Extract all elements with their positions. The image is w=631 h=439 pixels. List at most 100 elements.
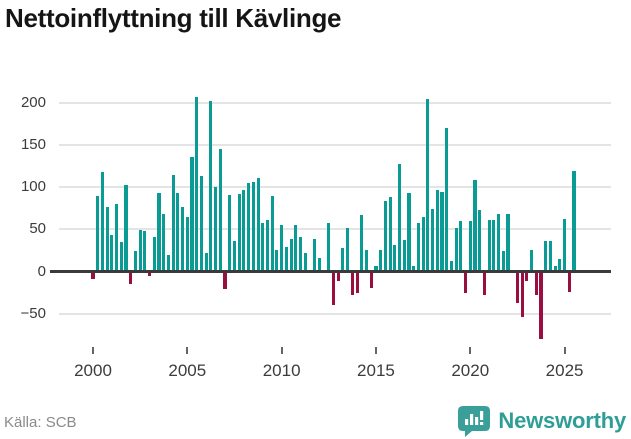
bar-2012-q3 xyxy=(327,223,331,272)
bar-2001-q1 xyxy=(110,235,114,272)
bar-2019-q3 xyxy=(459,220,463,272)
bar-2020-q1 xyxy=(468,220,472,272)
gridline-150 xyxy=(59,143,611,146)
bar-2006-q1 xyxy=(204,252,208,272)
bar-2006-q2 xyxy=(209,101,213,272)
y-axis-label--50: −50 xyxy=(20,304,46,322)
bar-2020-q4 xyxy=(482,273,486,295)
bar-2005-q2 xyxy=(190,156,194,272)
bar-2017-q4 xyxy=(426,99,430,272)
bar-2008-q4 xyxy=(256,177,260,272)
bar-2009-q4 xyxy=(275,249,279,272)
bar-2011-q2 xyxy=(303,252,307,272)
bar-2015-q4 xyxy=(388,197,392,272)
y-axis-label-200: 200 xyxy=(20,93,46,111)
y-axis-label-50: 50 xyxy=(29,220,46,238)
bar-2002-q4 xyxy=(143,230,147,272)
newsworthy-chart-bubble-icon xyxy=(457,404,491,438)
bar-2004-q4 xyxy=(181,207,185,272)
bar-2021-q2 xyxy=(492,220,496,272)
bar-2017-q1 xyxy=(412,266,416,272)
bar-2010-q3 xyxy=(289,238,293,272)
bar-2024-q1 xyxy=(544,241,548,272)
bar-2005-q4 xyxy=(199,176,203,272)
bar-2013-q3 xyxy=(346,227,350,272)
bar-2025-q1 xyxy=(563,219,567,272)
y-axis-label-100: 100 xyxy=(20,178,46,196)
bar-2005-q1 xyxy=(185,216,189,272)
bar-2024-q2 xyxy=(548,241,552,272)
y-axis-label-0: 0 xyxy=(37,262,46,280)
newsworthy-wordmark: Newsworthy xyxy=(498,408,626,433)
bar-2018-q1 xyxy=(431,209,435,272)
bar-2003-q1 xyxy=(148,273,152,276)
x-tick-2000 xyxy=(92,347,94,354)
bar-2019-q1 xyxy=(449,261,453,272)
bar-2007-q1 xyxy=(223,273,227,290)
bar-2000-q2 xyxy=(96,195,100,272)
bar-2001-q2 xyxy=(115,203,119,272)
bar-2006-q3 xyxy=(214,187,218,272)
bar-2012-q1 xyxy=(317,257,321,272)
bar-2021-q1 xyxy=(487,220,491,272)
bar-2001-q4 xyxy=(124,185,128,272)
bar-2009-q3 xyxy=(270,196,274,272)
bar-2023-q1 xyxy=(525,273,529,282)
bar-2014-q1 xyxy=(355,273,359,294)
bar-2015-q1 xyxy=(374,265,378,272)
bar-2010-q2 xyxy=(284,247,288,272)
bar-2017-q2 xyxy=(416,222,420,272)
gridline--50 xyxy=(59,312,611,315)
bar-2006-q4 xyxy=(218,149,222,272)
x-axis-label-2005: 2005 xyxy=(168,361,207,380)
bar-2000-q4 xyxy=(105,206,109,272)
newsworthy-logo[interactable]: Newsworthy xyxy=(457,404,626,438)
x-tick-2025 xyxy=(563,347,566,354)
bar-2003-q4 xyxy=(162,214,166,272)
bar-2016-q3 xyxy=(402,240,406,272)
x-tick-2005 xyxy=(186,347,189,354)
x-tick-2015 xyxy=(374,347,377,354)
zero-axis-line xyxy=(50,270,611,273)
x-tick-2020 xyxy=(469,347,472,354)
bar-2003-q2 xyxy=(152,236,156,272)
gridline-200 xyxy=(59,101,611,104)
x-tick-2010 xyxy=(280,347,283,354)
bar-2025-q2 xyxy=(567,273,571,293)
bar-2010-q4 xyxy=(294,225,298,272)
bar-2002-q1 xyxy=(129,273,133,284)
bar-2010-q1 xyxy=(280,225,284,272)
bar-2014-q2 xyxy=(360,214,364,272)
gridline-50 xyxy=(59,228,611,231)
bar-2009-q1 xyxy=(261,222,265,272)
bar-2012-q4 xyxy=(331,273,336,306)
bar-2019-q4 xyxy=(464,273,468,294)
chart-title: Nettoinflyttning till Kävlinge xyxy=(5,3,342,33)
bar-2013-q4 xyxy=(350,273,354,295)
x-axis-label-2000: 2000 xyxy=(74,361,112,380)
bar-2018-q3 xyxy=(440,192,444,272)
x-axis-label-2010: 2010 xyxy=(262,361,301,380)
bar-2014-q3 xyxy=(364,250,369,272)
bar-2004-q3 xyxy=(176,193,180,272)
bar-2016-q1 xyxy=(393,245,397,272)
bar-2005-q3 xyxy=(195,96,199,272)
bar-2004-q1 xyxy=(166,254,170,272)
x-axis-label-2015: 2015 xyxy=(357,361,395,380)
bar-2013-q1 xyxy=(336,273,340,281)
bar-2016-q4 xyxy=(407,193,411,272)
bar-2002-q2 xyxy=(133,251,137,272)
bar-2008-q3 xyxy=(251,182,255,272)
bar-2014-q4 xyxy=(369,273,373,289)
bar-2019-q2 xyxy=(454,227,458,272)
bar-2017-q3 xyxy=(421,216,425,272)
bar-2024-q4 xyxy=(558,258,562,272)
bar-2023-q2 xyxy=(530,249,534,272)
bar-2022-q3 xyxy=(515,273,519,304)
bar-2007-q4 xyxy=(237,193,241,272)
bar-2001-q3 xyxy=(119,241,123,272)
bar-2018-q2 xyxy=(435,190,439,272)
bar-2013-q2 xyxy=(341,247,345,272)
